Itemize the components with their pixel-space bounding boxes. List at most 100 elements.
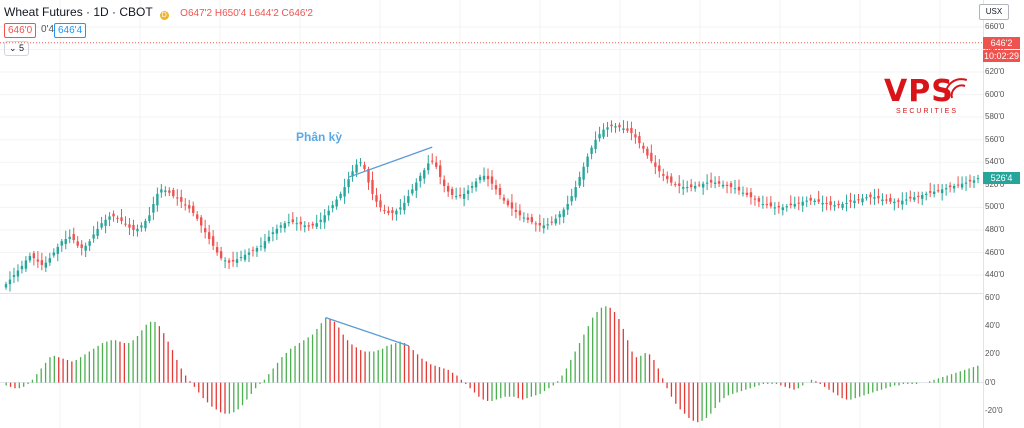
candle-body	[319, 219, 322, 222]
candle-body	[383, 210, 386, 212]
candle-body	[921, 194, 924, 199]
candle-body	[634, 134, 637, 138]
candle-body	[570, 196, 573, 202]
oscillator-tick-label: 20'0	[985, 349, 1000, 359]
candle-body	[801, 201, 804, 206]
candle-body	[530, 217, 534, 223]
buy-price-button[interactable]: 646'4	[54, 23, 87, 38]
candle-body	[833, 205, 836, 207]
ohlc-values: O647'2 H650'4 L644'2 C646'2	[180, 8, 313, 19]
candle-body	[689, 184, 693, 188]
candle-body	[427, 163, 430, 171]
candle-body	[940, 189, 944, 194]
candle-body	[578, 176, 581, 186]
candle-body	[813, 200, 816, 202]
candle-body	[594, 139, 597, 149]
candle-body	[881, 199, 884, 202]
candle-body	[793, 204, 796, 207]
candle-body	[199, 217, 203, 226]
candle-body	[307, 225, 310, 227]
candle-body	[841, 204, 844, 208]
price-tick-label: 540'0	[985, 157, 1005, 167]
candle-body	[869, 194, 872, 198]
candle-body	[88, 241, 91, 246]
candle-body	[972, 180, 976, 183]
candle-body	[60, 241, 63, 246]
candle-body	[279, 225, 283, 228]
price-tick-label: 500'0	[985, 202, 1005, 212]
candle-body	[538, 222, 541, 226]
candle-body	[761, 204, 765, 206]
symbol-header: Wheat Futures · 1D · CBOT D O647'2 H650'…	[4, 5, 313, 20]
candle-body	[148, 215, 151, 221]
candle-body	[251, 249, 255, 251]
candle-body	[355, 164, 358, 173]
candle-body	[522, 217, 526, 219]
candle-body	[128, 224, 131, 228]
candle-body	[693, 185, 697, 189]
currency-label[interactable]: USX	[979, 4, 1009, 20]
sell-price-button[interactable]: 646'0	[4, 23, 37, 38]
candle-body	[956, 184, 960, 186]
candle-body	[311, 223, 314, 226]
logo-subtitle: SECURITIES	[896, 108, 959, 115]
candle-body	[618, 124, 621, 128]
candle-body	[359, 162, 362, 164]
candle-body	[327, 210, 330, 216]
candle-body	[283, 223, 287, 229]
price-tick-label: 460'0	[985, 247, 1005, 257]
candle-body	[8, 279, 12, 285]
candle-body	[28, 255, 32, 261]
candle-body	[909, 196, 912, 199]
candle-body	[12, 275, 16, 277]
candle-body	[757, 198, 761, 202]
candle-body	[678, 183, 681, 186]
candle-body	[108, 216, 111, 220]
candle-body	[582, 166, 585, 180]
candle-body	[502, 197, 506, 201]
vps-logo: VPS SECURITIES	[884, 72, 980, 120]
candle-body	[435, 162, 438, 167]
candle-body	[44, 262, 48, 268]
current-price-tag: 646'2	[983, 36, 1020, 49]
candle-body	[80, 244, 83, 249]
last-price-tag: 526'4	[983, 172, 1020, 185]
symbol-title: Wheat Futures · 1D · CBOT	[4, 5, 153, 19]
candle-body	[371, 179, 374, 194]
candle-body	[697, 184, 701, 186]
candle-body	[566, 204, 569, 210]
candle-body	[929, 191, 932, 193]
candle-body	[104, 219, 107, 226]
candle-body	[271, 232, 275, 235]
candle-body	[196, 214, 199, 219]
exchange-dot-icon: D	[159, 11, 169, 20]
candle-body	[192, 205, 195, 214]
candle-body	[215, 247, 219, 253]
candle-body	[498, 187, 502, 195]
candle-body	[168, 190, 171, 193]
logo-swoosh-icon	[950, 84, 966, 99]
candle-body	[56, 246, 59, 254]
candle-body	[713, 182, 717, 184]
candle-body	[116, 217, 119, 219]
candle-body	[853, 200, 856, 204]
candle-body	[873, 197, 876, 199]
candle-body	[379, 200, 382, 208]
bar-countdown-tag: 10:02:29	[983, 49, 1020, 62]
candle-body	[765, 204, 769, 206]
candle-body	[144, 220, 147, 229]
candle-body	[717, 181, 721, 184]
candle-body	[630, 127, 633, 133]
candle-body	[825, 202, 828, 205]
candle-body	[753, 198, 757, 200]
candle-body	[100, 223, 103, 228]
price-divergence-line	[348, 146, 433, 178]
indicator-toggle-button[interactable]: ⌄ 5	[4, 41, 30, 56]
candle-body	[837, 203, 840, 206]
candle-body	[606, 127, 609, 130]
candle-body	[68, 236, 71, 239]
candle-body	[913, 197, 916, 200]
candle-body	[466, 190, 470, 194]
